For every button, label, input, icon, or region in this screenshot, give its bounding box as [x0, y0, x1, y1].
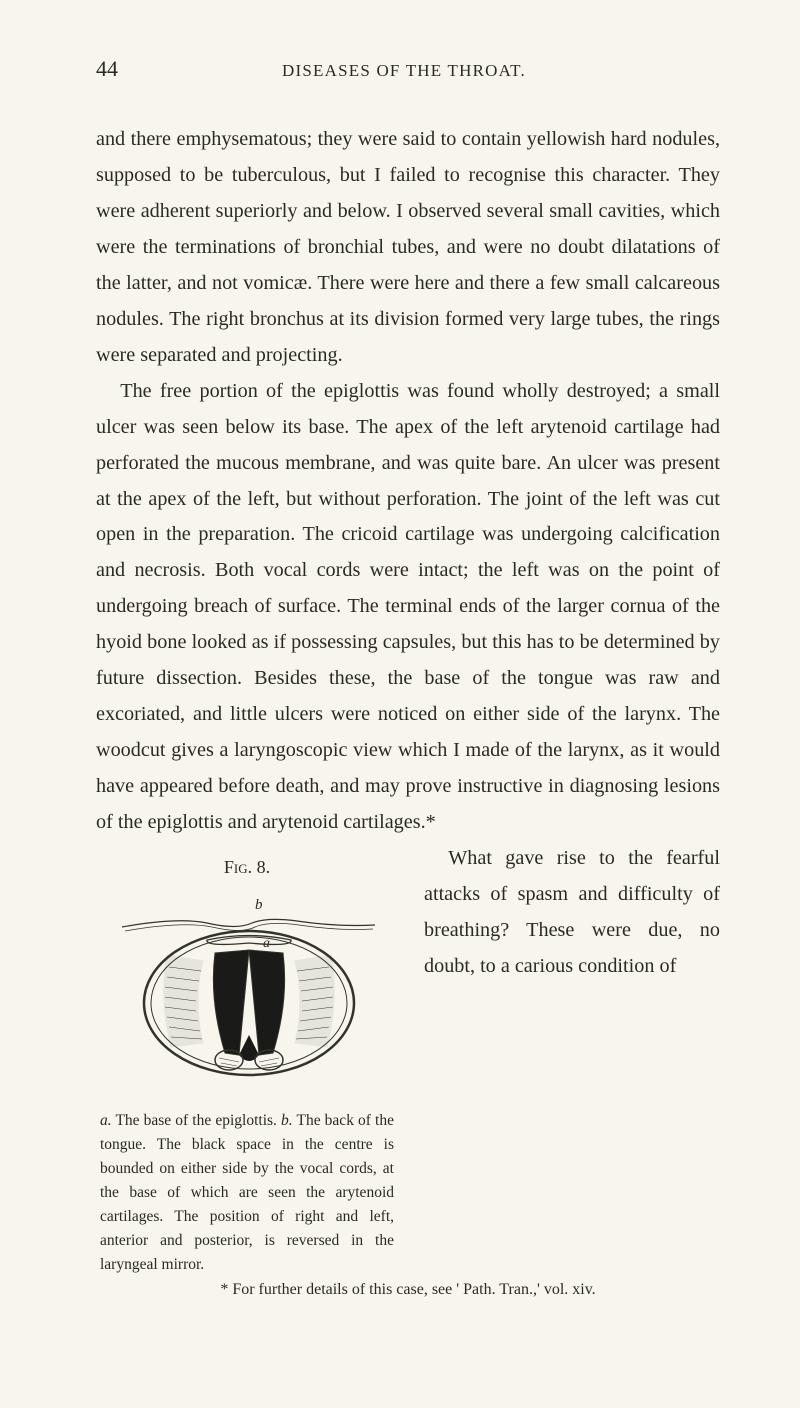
p2-text: The free portion of the epiglottis was f… — [96, 380, 720, 833]
fig-letter-b: b — [255, 897, 263, 913]
chapter-title: DISEASES OF THE THROAT. — [88, 61, 720, 81]
body-text: and there emphysematous; they were said … — [96, 122, 720, 985]
caption-b: b. — [281, 1112, 293, 1129]
larynx-woodcut-icon: b a — [107, 895, 387, 1095]
caption-text-1: The base of the epiglottis. — [112, 1112, 281, 1129]
page-header: 44 DISEASES OF THE THROAT. — [96, 56, 720, 82]
paragraph-1: and there emphysematous; they were said … — [96, 122, 720, 374]
glottis-right-icon — [249, 950, 285, 1055]
figure-caption: a. The base of the epiglottis. b. The ba… — [96, 1109, 398, 1277]
caption-a: a. — [100, 1112, 112, 1129]
caption-text-2: The back of the tongue. The black space … — [100, 1112, 394, 1273]
figure-8: Fig. 8. b a a. The base of the epiglotti… — [96, 851, 398, 1277]
figure-label: Fig. 8. — [96, 851, 398, 883]
footnote: * For further details of this case, see … — [96, 1281, 720, 1299]
paragraph-2-start: The free portion of the epiglottis was f… — [96, 374, 720, 841]
glottis-left-icon — [213, 950, 249, 1055]
